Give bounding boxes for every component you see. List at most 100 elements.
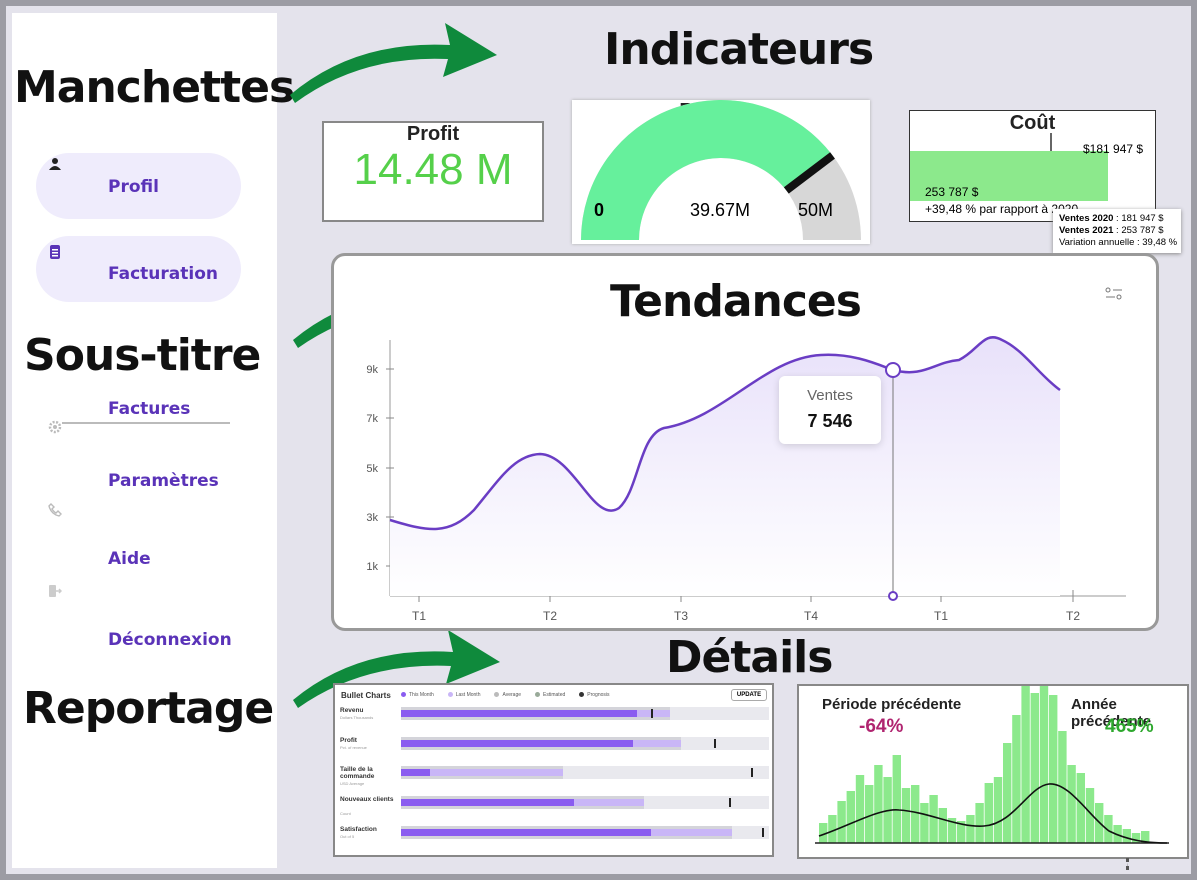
bullet-bar-track [401,737,769,750]
legend-swatch [535,692,541,698]
gear-icon [48,420,62,434]
legend-item: This Month [401,692,434,698]
y-tick-label: 3k [366,512,378,524]
update-button[interactable]: UPDATE [731,689,767,701]
histogram-bar [947,818,957,843]
bullet-row-sublabel: Count [340,811,351,816]
histogram-bar [920,803,929,843]
histogram-bar [1104,815,1113,843]
bullet-bar-previous [401,769,563,776]
histogram-bar [984,783,993,843]
legend-item: Last Month [447,692,481,698]
hist-left-label: Période précédente [822,696,962,713]
sidebar-item-aide[interactable]: Aide [108,549,151,569]
histogram-bar [911,785,920,843]
sidebar-item-label: Profil [108,177,159,197]
revenue-gauge [581,100,861,240]
histogram-bar [892,755,901,843]
cost-tooltip: Ventes 2020 : 181 947 $ Ventes 2021 : 25… [1053,209,1181,253]
cost-card: Coût $181 947 $ 253 787 $ +39,48 % par r… [909,110,1156,222]
bullet-row-label: Profit [340,737,357,744]
bullet-bar-track [401,826,769,839]
histogram-bar [1067,765,1076,843]
tooltip-line: Variation annuelle : 39,48 % [1059,237,1178,248]
profit-value: 14.48 M [353,145,513,194]
arrow-icon [290,23,497,103]
histogram-bar [1030,693,1039,843]
histogram-bar [1122,829,1131,843]
cost-title: Coût [1009,112,1056,134]
more-icon[interactable] [1126,858,1129,870]
bullet-bar-track [401,766,769,779]
bullet-bar-target [761,828,764,837]
histogram-bar [828,815,837,843]
sidebar-item-profil[interactable] [36,153,241,219]
histogram-chart [815,686,1169,844]
legend-label: Estimated [543,692,566,698]
bullet-bar-value [401,769,431,776]
logout-icon [49,585,62,597]
bullet-bar-target [728,798,731,807]
bullet-row-label: Satisfaction [340,826,377,833]
histogram-bar [1039,686,1049,843]
cost-target-label: $181 947 $ [1083,142,1144,156]
filter-icon[interactable] [1104,286,1124,302]
sidebar-item-parametres[interactable]: Paramètres [108,471,219,491]
histogram-bar [865,785,874,843]
legend-label: Last Month [455,692,481,698]
x-tick-label: T3 [674,609,688,620]
bullet-bar-track [401,707,769,720]
density-curve [818,783,1168,844]
bullet-bar-value [401,740,633,747]
sidebar-item-label: Facturation [108,264,218,284]
tooltip-value: : 253 787 $ [1113,225,1164,236]
histogram-bar [1141,831,1150,843]
sidebar-heading-mid: Sous-titre [24,330,261,381]
histogram-bar [993,777,1003,843]
x-tick-label: T1 [412,609,426,620]
cost-target-marker [1050,133,1052,151]
cost-bar-label: 253 787 $ [925,185,979,199]
bullet-row-label: Taille de la commande [340,766,375,780]
bullet-bar-value [401,829,652,836]
sidebar [12,13,277,868]
trend-tooltip: Ventes 7 546 [779,376,881,444]
legend-label: Prognosis [587,692,610,698]
x-tick-label: T4 [804,609,818,620]
revenue-min: 0 [594,200,605,220]
hist-left-value: -64% [859,716,904,737]
bullet-bar-track [401,796,769,809]
x-tick-label: T2 [1066,609,1080,620]
bullet-row-sublabel: Dollars Thousands [340,715,374,720]
histogram-bar [1012,715,1021,843]
sidebar-item-deconnexion[interactable]: Déconnexion [108,630,232,650]
legend-label: Average [502,692,522,698]
histogram-bar [874,765,883,843]
bullet-bar-target [651,709,654,718]
histogram-bar [957,821,966,843]
y-tick-label: 5k [366,463,378,475]
sidebar-item-factures[interactable]: Factures [108,399,191,419]
section-title-indicators: Indicateurs [604,24,874,75]
legend-swatch [494,692,500,698]
sidebar-heading-bottom: Reportage [23,683,274,734]
bullet-chart-card: Bullet Charts This Month Last Month Averag… [333,683,774,857]
histogram-bar [901,788,911,843]
histogram-bar [846,791,855,843]
bullet-row-sublabel: Out of 5 [340,834,355,839]
profit-card: Profit 14.48 M [322,121,544,222]
cost-change: +39,48 % par rapport à 2020 [925,202,1079,216]
histogram-bar [1003,743,1012,843]
bullet-bar-value [401,710,637,717]
x-tick-label: T1 [934,609,948,620]
histogram-bar [929,795,938,843]
section-title-details: Détails [666,632,833,683]
arrow-icon [293,630,500,708]
sidebar-heading-top: Manchettes [14,62,295,113]
profit-title: Profit [406,123,460,145]
revenue-max: 50M [798,200,834,220]
bullet-bar-value [401,799,574,806]
hist-right-label: Année précédente [1071,696,1152,730]
sidebar-item-facturation[interactable] [36,236,241,302]
histogram-bar [966,815,975,843]
